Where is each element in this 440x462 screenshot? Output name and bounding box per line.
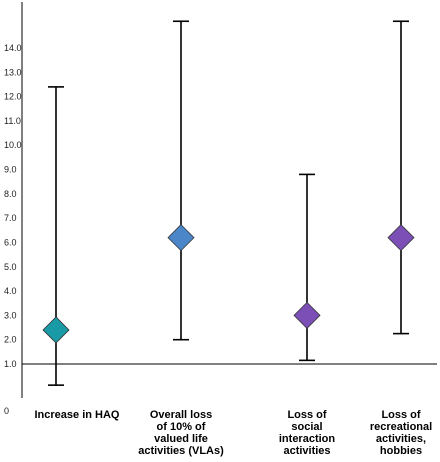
y-tick-label: 5.0 <box>4 262 17 272</box>
error-bars <box>48 20 409 386</box>
y-tick-label: 13.0 <box>4 67 22 77</box>
y-tick-label: 8.0 <box>4 189 17 199</box>
y-tick-label: 1.0 <box>4 359 17 369</box>
y-tick-label: 3.0 <box>4 310 17 320</box>
data-points <box>42 224 415 344</box>
y-tick-label: 6.0 <box>4 237 17 247</box>
data-point-diamond <box>167 224 195 252</box>
category-label-line: activities <box>283 445 330 457</box>
category-label-line: activities (VLAs) <box>138 445 224 457</box>
category-label-line: interaction <box>279 433 336 445</box>
data-point-diamond <box>42 316 70 344</box>
y-tick-label: 10.0 <box>4 140 22 150</box>
category-label-line: Overall loss <box>150 409 212 421</box>
data-point-diamond <box>293 301 321 329</box>
y-tick-label: 11.0 <box>4 116 21 126</box>
category-label-line: Loss of <box>381 409 420 421</box>
category-label-line: activities, <box>376 433 426 445</box>
category-label-line: Loss of <box>287 409 326 421</box>
category-label-line: hobbies <box>380 445 422 457</box>
y-tick-label: 4.0 <box>4 286 17 296</box>
y-tick-label: 2.0 <box>4 335 17 345</box>
y-tick-label: 7.0 <box>4 213 17 223</box>
y-tick-label: 12.0 <box>4 92 22 102</box>
y-tick-labels: 0 1.0 2.0 3.0 4.0 5.0 6.0 7.0 8.0 9.0 10.0 11.0 12.0… <box>4 43 22 416</box>
data-point-diamond <box>387 224 415 252</box>
category-label-line: Increase in HAQ <box>35 409 120 421</box>
category-label-line: social <box>291 421 322 433</box>
y-tick-label: 0 <box>4 406 9 416</box>
y-tick-label: 9.0 <box>4 165 17 175</box>
category-label-line: of 10% of <box>157 421 206 433</box>
y-tick-label: 14.0 <box>4 43 22 53</box>
category-label-line: recreational <box>370 421 432 433</box>
category-label-line: valued life <box>154 433 208 445</box>
